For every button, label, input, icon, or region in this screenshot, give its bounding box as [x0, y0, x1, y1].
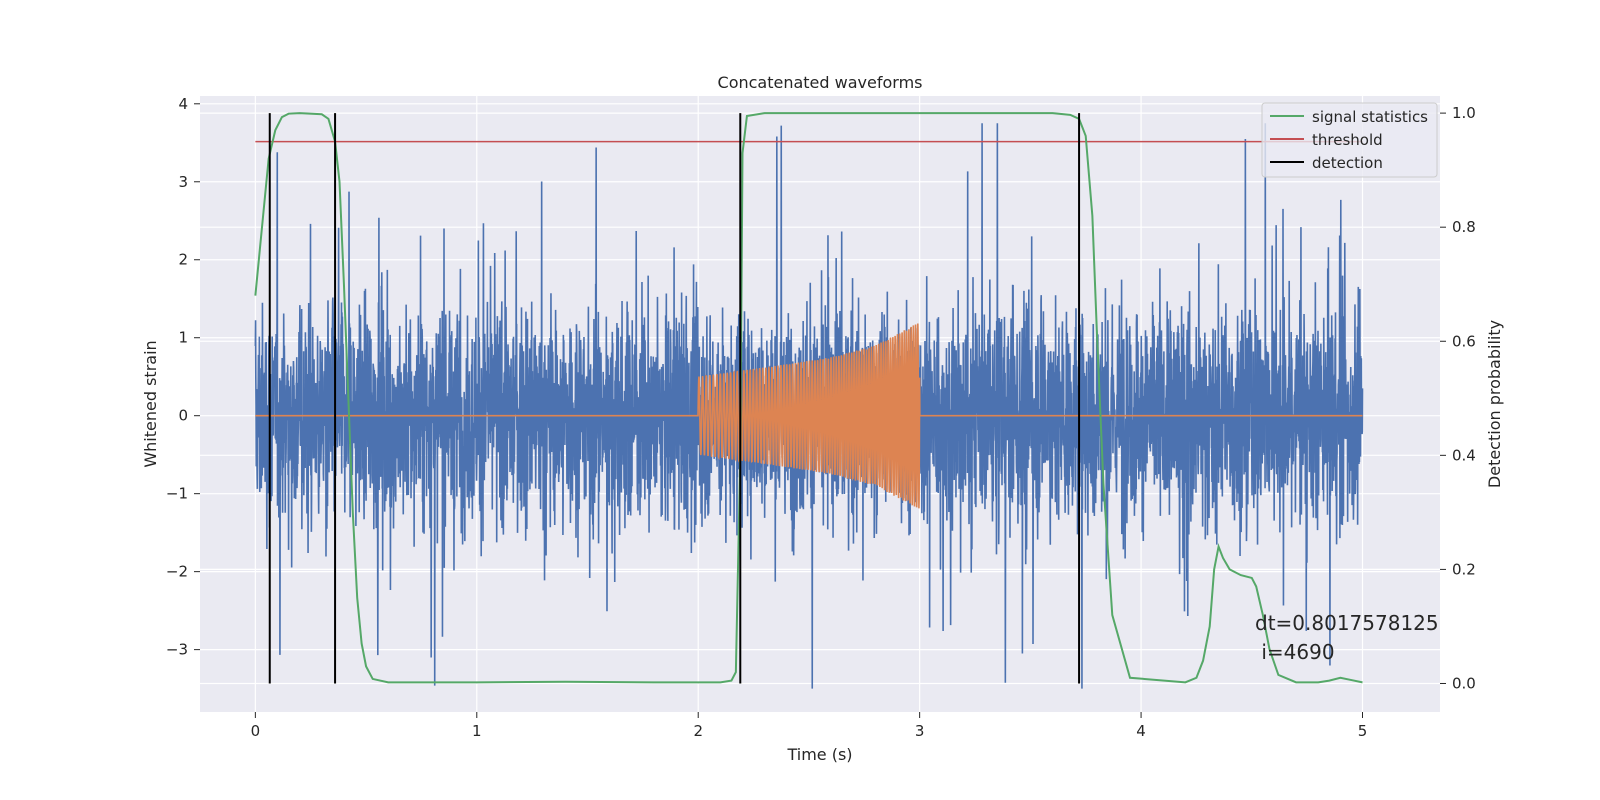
legend-label-threshold: threshold [1312, 131, 1383, 149]
series-signal-statistics [254, 112, 1363, 684]
annotation-index: i=4690 [1255, 640, 1335, 664]
signal-statistics-line [254, 112, 1363, 684]
y-tick-label: 3 [178, 173, 188, 191]
x-axis-label: Time (s) [786, 745, 852, 764]
axes-ticks: 0 1 2 3 4 5 −3 −2 −1 0 1 2 3 4 0.0 0.2 0.4 0.6 0.8 1.0 [166, 95, 1476, 740]
y2-axis-label: Detection probability [1485, 320, 1504, 488]
y-tick-label: 0 [178, 407, 188, 425]
legend: signal statistics threshold detection [1261, 102, 1438, 178]
annotation-dt: dt=0.8017578125 [1255, 611, 1439, 635]
y-tick-label: 1 [178, 329, 188, 347]
y2-tick-label: 0.2 [1452, 560, 1476, 578]
y-tick-label: −2 [166, 563, 188, 581]
x-tick-label: 2 [693, 722, 703, 740]
legend-label-signal-statistics: signal statistics [1312, 108, 1428, 126]
x-tick-label: 3 [915, 722, 925, 740]
x-tick-label: 5 [1358, 722, 1368, 740]
y-tick-label: −1 [166, 485, 188, 503]
chirp-line [255, 323, 1363, 509]
legend-label-detection: detection [1312, 154, 1383, 172]
series-detection [268, 113, 1081, 684]
y-tick-label: 4 [178, 95, 188, 113]
chart-title: Concatenated waveforms [718, 73, 923, 92]
y-tick-label: 2 [178, 251, 188, 269]
y2-tick-label: 0.0 [1452, 674, 1476, 692]
x-tick-label: 1 [472, 722, 482, 740]
series-injected-chirp [255, 323, 1363, 509]
y2-tick-label: 0.6 [1452, 332, 1476, 350]
y2-tick-label: 0.4 [1452, 446, 1476, 464]
y2-tick-label: 0.8 [1452, 218, 1476, 236]
y2-tick-label: 1.0 [1452, 104, 1476, 122]
legend-box [1261, 102, 1438, 178]
y-tick-label: −3 [166, 641, 188, 659]
y-axis-label: Whitened strain [141, 340, 160, 467]
x-tick-label: 0 [251, 722, 261, 740]
x-tick-label: 4 [1136, 722, 1146, 740]
